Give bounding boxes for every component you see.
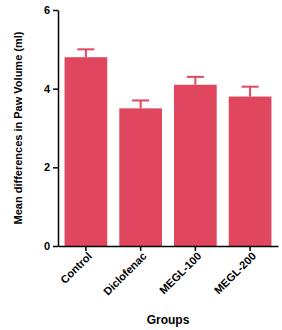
chart: 0 2 4 6 ControlDiclofenacMEGL-100MEGL-200 Gro… xyxy=(0,0,282,330)
error-cap xyxy=(77,48,94,50)
y-tick-label: 0 xyxy=(44,240,50,252)
y-tick-mark xyxy=(53,246,58,248)
y-tick-mark xyxy=(53,167,58,169)
y-tick-mark xyxy=(53,10,58,12)
y-tick: 2 xyxy=(44,161,58,173)
bar xyxy=(174,85,217,246)
y-tick: 6 xyxy=(44,4,58,16)
y-tick-mark xyxy=(53,88,58,90)
error-bar xyxy=(132,100,149,108)
error-line xyxy=(140,100,142,108)
marks xyxy=(65,49,272,246)
x-tick: Diclofenac xyxy=(101,246,149,297)
y-axis-title: Mean differences in Paw Volume (ml) xyxy=(12,31,24,224)
x-tick-label: MEGL-200 xyxy=(212,250,259,297)
error-bar xyxy=(187,77,204,85)
x-tick-label: Control xyxy=(58,250,94,286)
bar xyxy=(119,108,162,246)
x-tick: MEGL-100 xyxy=(157,246,204,296)
bar xyxy=(229,97,272,246)
y-tick-label: 4 xyxy=(44,83,51,95)
error-cap xyxy=(242,86,259,88)
x-tick-label: MEGL-100 xyxy=(157,250,204,297)
y-axis-line xyxy=(58,11,60,247)
error-cap xyxy=(132,99,149,101)
y-axis: 0 2 4 6 xyxy=(44,4,59,252)
error-line xyxy=(194,77,196,85)
y-tick-label: 6 xyxy=(44,4,50,16)
error-line xyxy=(249,87,251,97)
plot: 0 2 4 6 ControlDiclofenacMEGL-100MEGL-200 xyxy=(44,4,279,297)
y-tick: 0 xyxy=(44,240,58,252)
error-cap xyxy=(187,76,204,78)
bar xyxy=(65,57,108,246)
x-tick: MEGL-200 xyxy=(212,246,259,296)
y-tick-label: 2 xyxy=(44,161,50,173)
error-bar xyxy=(77,49,94,57)
error-line xyxy=(85,49,87,57)
x-axis-title: Groups xyxy=(147,313,190,327)
error-bar xyxy=(242,87,259,97)
x-axis-line xyxy=(59,246,279,248)
y-tick: 4 xyxy=(44,83,58,95)
x-tick-label: Diclofenac xyxy=(101,250,149,298)
x-tick: Control xyxy=(58,246,94,286)
x-axis: ControlDiclofenacMEGL-100MEGL-200 xyxy=(58,246,279,297)
